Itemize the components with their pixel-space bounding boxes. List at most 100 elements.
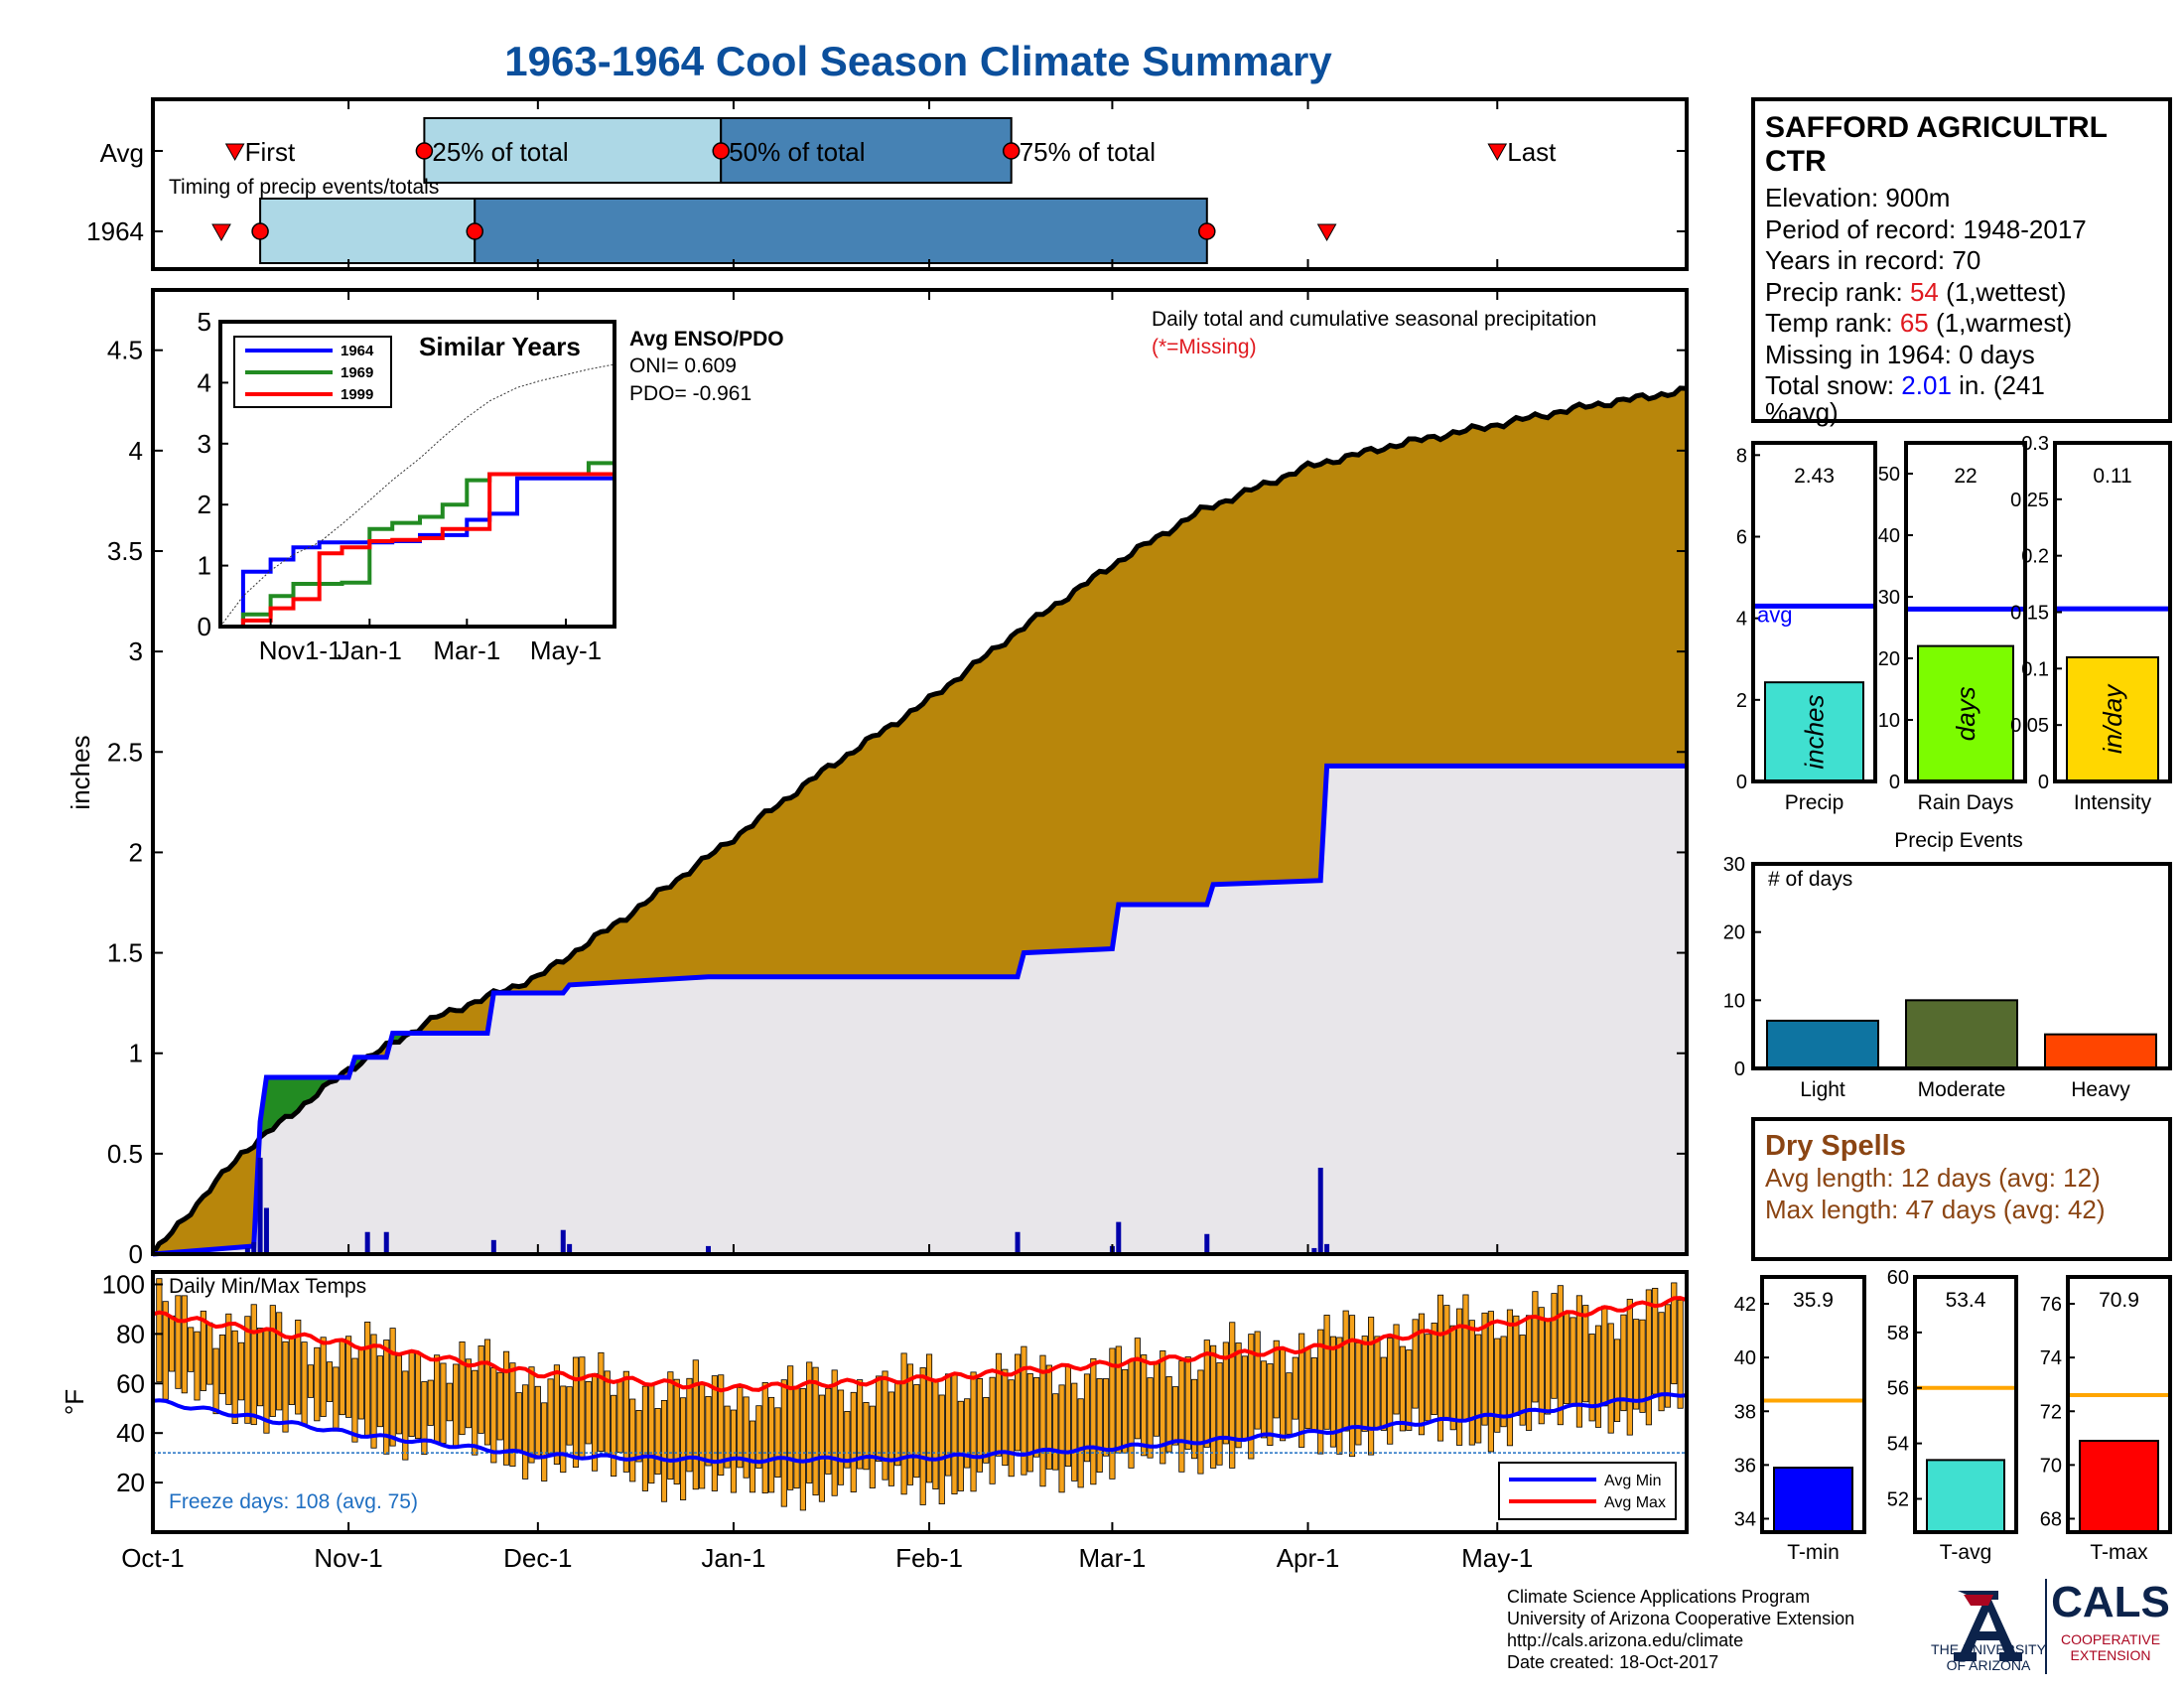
similar-xtick-label: May-1 [530,635,602,665]
daily-temp-bar [314,1346,321,1422]
season-temp-frame-tavg [1913,1275,2018,1534]
cals-logo: CALS COOPERATIVE EXTENSION [2051,1578,2170,1663]
summary-ytick-label: 0.05 [2010,715,2049,737]
footer-line-2: University of Arizona Cooperative Extens… [1507,1609,1854,1628]
daily-temp-bar [737,1386,744,1469]
daily-temp-bar [1545,1318,1552,1415]
precip-chart-plot [150,385,1688,1257]
daily-temp-bar [1626,1299,1633,1436]
station-info-frame [1751,97,2172,423]
daily-temp-bar [1613,1339,1621,1422]
daily-temp-bar [951,1372,958,1494]
daily-temp-bar [1348,1315,1356,1458]
daily-temp-bar [1122,1368,1129,1454]
daily-temp-bar [237,1341,245,1401]
daily-temp-bar [629,1398,636,1482]
temp-chart-frame [151,1270,1689,1534]
daily-temp-bar [983,1396,990,1464]
events-ytick-label: 20 [1723,922,1745,944]
daily-temp-bar [755,1405,762,1469]
season-temp-ytick-label: 54 [1887,1434,1909,1456]
daily-temp-bar [654,1408,661,1475]
daily-temp-bar [945,1373,952,1477]
daily-temp-bar [1342,1310,1349,1432]
daily-temp-bar [1096,1378,1103,1473]
precip-ytick-label: 2 [129,837,143,867]
summary-ytick-label: 2 [1736,690,1747,712]
daily-temp-bar [919,1367,926,1505]
summary-ytick-label: 0.2 [2021,546,2049,568]
daily-temp-bar [345,1336,352,1418]
daily-temp-bar [434,1354,441,1443]
month-xtick-label: Jan-1 [701,1543,765,1573]
daily-temp-bar [1475,1334,1482,1444]
daily-temp-bar [1519,1335,1526,1426]
daily-temp-bar [408,1350,415,1437]
summary-ytick-label: 10 [1878,710,1900,732]
daily-temp-bar [301,1341,308,1425]
precip-ytick-label: 0 [129,1239,143,1269]
summary-ytick-label: 0.25 [2010,490,2049,511]
daily-temp-bar [1387,1338,1394,1445]
timing-year-50-marker [466,222,484,240]
similar-years-line-1999 [220,472,614,629]
daily-temp-bar [1425,1334,1432,1422]
similar-years-plot [219,363,614,629]
daily-temp-bar [1436,1294,1444,1442]
daily-temp-bar [1607,1323,1614,1434]
daily-temp-bar [1399,1345,1406,1432]
daily-temp-bar [1323,1315,1330,1430]
ua-logo-a-accent [1964,1595,1993,1606]
summary-value-intensity: 0.11 [2093,465,2131,488]
daily-temp-bar [686,1377,693,1473]
daily-temp-bar [1273,1340,1280,1419]
daily-temp-bar [1102,1378,1110,1457]
daily-temp-bar [957,1400,964,1491]
daily-temp-bar [768,1396,775,1493]
daily-temp-bar [320,1337,327,1417]
temp-chart: 20 40 60 80 100 Oct-1 Nov-1 Dec-1 Jan-1 Feb-1 Mar-… [60,1269,1689,1573]
daily-temp-bar [1620,1314,1627,1412]
daily-precip-bar [244,1247,250,1254]
daily-temp-bar [1077,1398,1084,1488]
timing-year-bar-25-50 [259,198,477,264]
daily-precip-bar [383,1231,389,1254]
daily-temp-bar [1601,1305,1608,1407]
daily-temp-bar [307,1364,315,1398]
precip-event-bar-light [1766,1019,1879,1070]
daily-temp-bar [333,1366,340,1432]
daily-temp-bar [560,1385,567,1474]
cals-logo-sub-1: COOPERATIVE [2061,1631,2160,1647]
station-info-panel: SAFFORD AGRICULTRL CTR Elevation: 900m P… [1751,97,2172,427]
precip-event-bar-moderate [1905,999,2018,1069]
daily-temp-bar [169,1315,176,1372]
similar-ytick-label: 4 [198,367,211,397]
summary-unit-precip: inches [1800,695,1830,770]
daily-precip-bar [1015,1231,1021,1254]
season-temp-value-tmax: 70.9 [2099,1289,2139,1312]
daily-temp-bar [1525,1315,1533,1431]
daily-temp-bar [446,1382,453,1422]
daily-temp-bar [793,1387,800,1489]
similar-xtick-label: Nov1-1 [259,635,342,665]
daily-temp-bar [427,1379,434,1426]
daily-temp-bar [900,1352,907,1495]
summary-ytick-label: 0 [2038,772,2049,793]
daily-temp-bar [831,1369,838,1496]
daily-temp-bar [1418,1313,1426,1436]
summary-value-raindays: 22 [1954,465,1977,488]
similar-years-avg-line [219,363,614,628]
station-missing: Missing in 1964: 0 days [1765,340,2035,369]
footer-line-3: http://cals.arizona.edu/climate [1507,1630,1743,1650]
similar-years-title: Similar Years [419,332,581,361]
daily-temp-bar [887,1391,894,1486]
daily-precip-bar [567,1243,573,1254]
daily-temp-bar [1292,1356,1298,1420]
timing-year-75-marker [1198,222,1216,240]
season-temp-ytick-label: 56 [1887,1378,1909,1400]
daily-temp-bar [295,1320,302,1415]
daily-temp-bar [1134,1338,1141,1440]
summary-ytick-label: 20 [1878,648,1900,670]
daily-temp-bar [1557,1285,1564,1426]
